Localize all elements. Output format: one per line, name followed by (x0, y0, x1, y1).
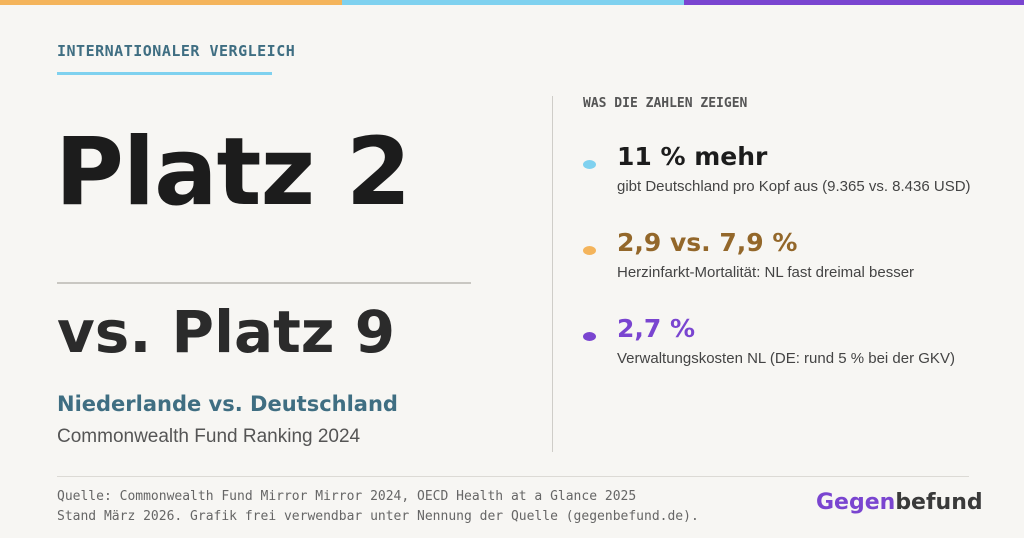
fact-value: 2,9 vs. 7,9 % (617, 228, 798, 257)
countries: Niederlande vs. Deutschland (57, 392, 398, 416)
footer-rule (57, 476, 969, 477)
top-bar (342, 0, 684, 5)
fact-value: 2,7 % (617, 314, 696, 343)
brand-part: Gegen (816, 490, 896, 515)
top-bar (0, 0, 342, 5)
fact-text: Herzinfarkt-Mortalität: NL fast dreimal … (617, 264, 915, 281)
bullet (583, 332, 596, 341)
source-line: Stand März 2026. Grafik frei verwendbar … (57, 509, 699, 524)
fact-text: Verwaltungskosten NL (DE: rund 5 % bei d… (617, 350, 955, 367)
brand: Gegenbefund (816, 490, 983, 515)
top-bar (684, 0, 1024, 5)
kicker: INTERNATIONALER VERGLEICH (57, 42, 296, 60)
headline: Platz 2 (55, 118, 411, 227)
bullet (583, 160, 596, 169)
divider (552, 96, 553, 452)
source-line: Quelle: Commonwealth Fund Mirror Mirror … (57, 489, 637, 504)
fact-value: 11 % mehr (617, 142, 768, 171)
facts-title: WAS DIE ZAHLEN ZEIGEN (583, 96, 748, 111)
bullet (583, 246, 596, 255)
fact-text: gibt Deutschland pro Kopf aus (9.365 vs.… (617, 178, 971, 195)
comparison: vs. Platz 9 (57, 298, 396, 366)
separator (57, 282, 471, 284)
kicker-underline (57, 72, 272, 75)
ranking-source: Commonwealth Fund Ranking 2024 (57, 426, 361, 447)
brand-part: befund (895, 490, 983, 515)
